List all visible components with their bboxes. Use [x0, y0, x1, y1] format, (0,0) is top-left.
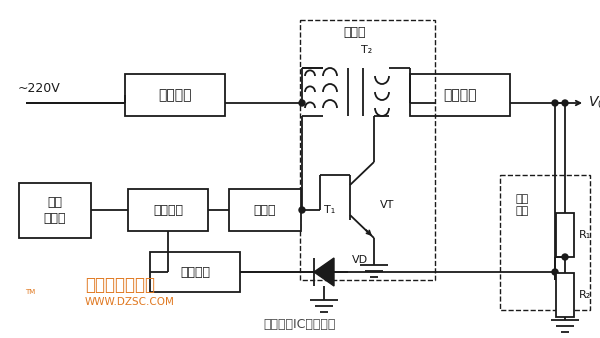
Bar [19, 183, 91, 238]
Bar [229, 189, 301, 231]
Text: VT: VT [380, 200, 394, 210]
Text: ~220V: ~220V [18, 81, 61, 95]
Text: 逆变器: 逆变器 [344, 25, 366, 39]
Text: WWW.DZSC.COM: WWW.DZSC.COM [85, 297, 175, 307]
Circle shape [552, 269, 558, 275]
Text: 脉冲
振荡器: 脉冲 振荡器 [44, 195, 66, 224]
Text: 推动级: 推动级 [254, 203, 276, 217]
Bar [128, 189, 208, 231]
Text: $V_0$: $V_0$ [588, 95, 600, 111]
Circle shape [562, 254, 568, 260]
Text: R₁: R₁ [579, 230, 591, 240]
Text: 全球最大IC采购网站: 全球最大IC采购网站 [264, 318, 336, 332]
Text: 整流滤波: 整流滤波 [443, 88, 477, 102]
Text: R₂: R₂ [579, 290, 591, 300]
Text: T₁: T₁ [324, 205, 335, 215]
Bar [556, 273, 574, 317]
Text: 整流滤波: 整流滤波 [158, 88, 192, 102]
Bar [556, 213, 574, 257]
Bar [125, 74, 225, 116]
Text: T₂: T₂ [361, 45, 373, 55]
Circle shape [299, 100, 305, 106]
Bar [410, 74, 510, 116]
Polygon shape [314, 258, 334, 286]
Text: 比较放大: 比较放大 [180, 266, 210, 279]
Circle shape [552, 100, 558, 106]
Bar [500, 175, 590, 310]
Bar [150, 252, 240, 292]
Circle shape [562, 100, 568, 106]
Text: VD: VD [352, 255, 368, 265]
Bar [300, 20, 435, 280]
Text: 取样
电路: 取样 电路 [515, 194, 529, 216]
Text: 脉宽调制: 脉宽调制 [153, 203, 183, 217]
Text: TM: TM [25, 289, 35, 295]
Circle shape [299, 207, 305, 213]
Text: 维库电子市场网: 维库电子市场网 [85, 276, 155, 294]
